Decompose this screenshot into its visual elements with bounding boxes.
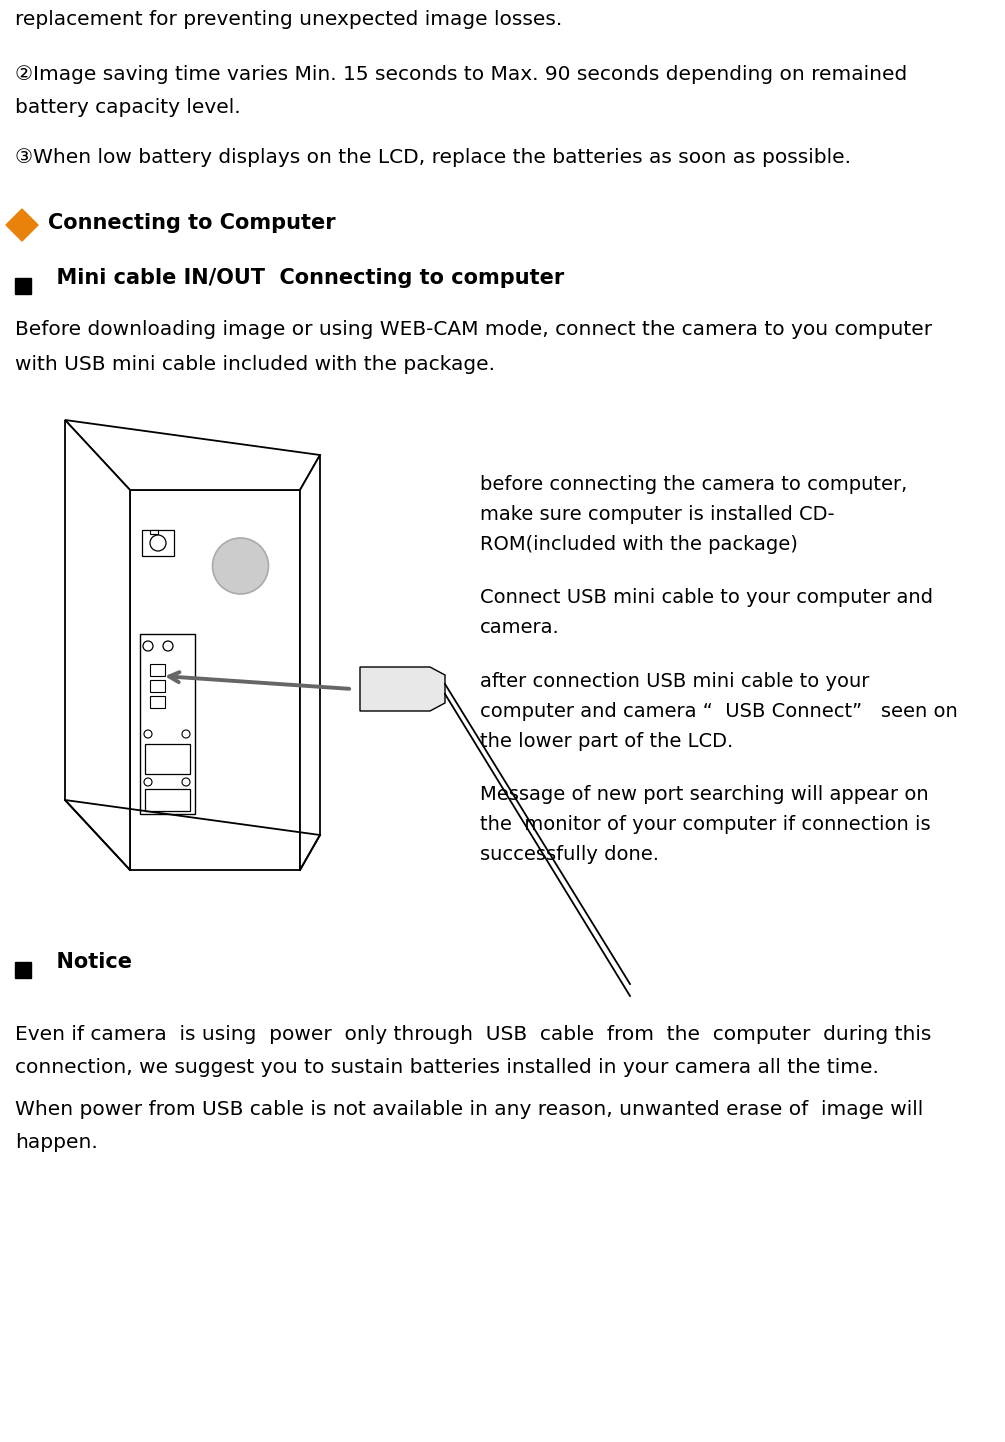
Text: make sure computer is installed CD-: make sure computer is installed CD-	[480, 505, 834, 523]
Text: happen.: happen.	[15, 1133, 97, 1152]
Text: after connection USB mini cable to your: after connection USB mini cable to your	[480, 672, 869, 691]
Text: with USB mini cable included with the package.: with USB mini cable included with the pa…	[15, 355, 495, 373]
Text: Mini cable IN/OUT  Connecting to computer: Mini cable IN/OUT Connecting to computer	[42, 268, 564, 288]
Text: the lower part of the LCD.: the lower part of the LCD.	[480, 733, 734, 751]
Text: replacement for preventing unexpected image losses.: replacement for preventing unexpected im…	[15, 10, 562, 29]
Text: Message of new port searching will appear on: Message of new port searching will appea…	[480, 784, 929, 805]
Text: ③When low battery displays on the LCD, replace the batteries as soon as possible: ③When low battery displays on the LCD, r…	[15, 149, 851, 167]
Bar	[142, 531, 174, 557]
Text: Even if camera  is using  power  only through  USB  cable  from  the  computer  : Even if camera is using power only throu…	[15, 1025, 932, 1044]
Bar	[15, 278, 31, 294]
Bar	[15, 962, 31, 978]
Polygon shape	[6, 209, 38, 241]
Text: Connecting to Computer: Connecting to Computer	[48, 213, 336, 234]
Bar	[150, 663, 165, 676]
Text: battery capacity level.: battery capacity level.	[15, 98, 240, 117]
Polygon shape	[300, 456, 320, 870]
Circle shape	[182, 730, 190, 738]
Text: camera.: camera.	[480, 619, 560, 637]
Text: computer and camera “  USB Connect”   seen on: computer and camera “ USB Connect” seen …	[480, 702, 958, 721]
Bar	[145, 789, 190, 810]
Polygon shape	[65, 420, 130, 870]
Text: successfully done.: successfully done.	[480, 845, 659, 864]
Bar	[145, 744, 190, 774]
Circle shape	[144, 730, 152, 738]
Circle shape	[150, 535, 166, 551]
Text: Notice: Notice	[42, 952, 132, 972]
Polygon shape	[65, 420, 320, 490]
Bar	[130, 490, 300, 870]
Circle shape	[144, 779, 152, 786]
Bar	[150, 531, 158, 534]
Bar	[150, 681, 165, 692]
Text: When power from USB cable is not available in any reason, unwanted erase of  ima: When power from USB cable is not availab…	[15, 1100, 924, 1119]
Text: Connect USB mini cable to your computer and: Connect USB mini cable to your computer …	[480, 588, 933, 607]
Circle shape	[143, 642, 153, 650]
Circle shape	[212, 538, 268, 594]
Polygon shape	[360, 668, 445, 711]
Text: ROM(included with the package): ROM(included with the package)	[480, 535, 798, 554]
Bar	[150, 696, 165, 708]
Text: connection, we suggest you to sustain batteries installed in your camera all the: connection, we suggest you to sustain ba…	[15, 1058, 879, 1077]
Text: the  monitor of your computer if connection is: the monitor of your computer if connecti…	[480, 815, 931, 833]
Bar	[140, 634, 195, 813]
Text: ②Image saving time varies Min. 15 seconds to Max. 90 seconds depending on remain: ②Image saving time varies Min. 15 second…	[15, 65, 908, 84]
Text: Before downloading image or using WEB-CAM mode, connect the camera to you comput: Before downloading image or using WEB-CA…	[15, 320, 932, 339]
Circle shape	[182, 779, 190, 786]
Text: before connecting the camera to computer,: before connecting the camera to computer…	[480, 474, 908, 495]
Circle shape	[163, 642, 173, 650]
